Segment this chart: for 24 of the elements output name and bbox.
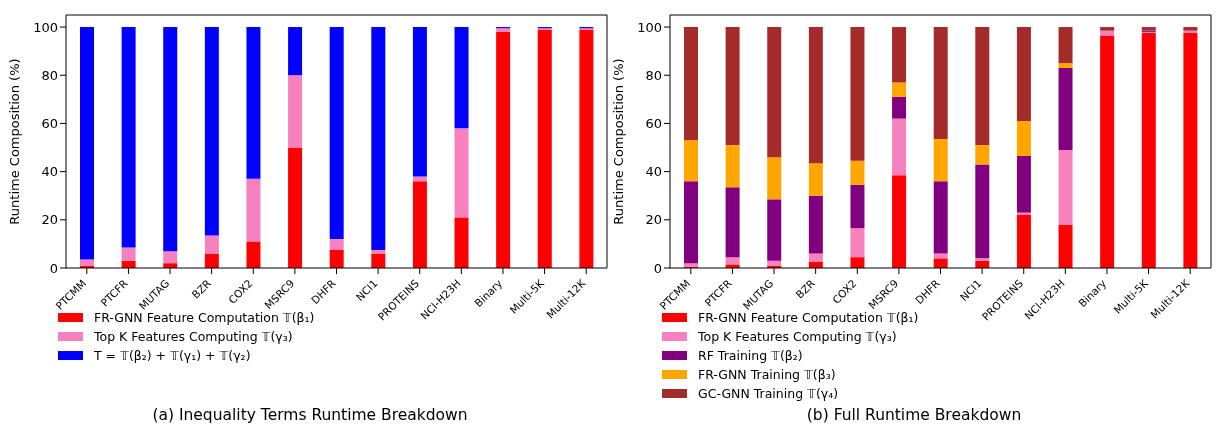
y-tick-label: 20 — [41, 212, 58, 228]
legend-label: FR-GNN Feature Computation 𝕋(β₁) — [698, 310, 919, 327]
y-tick-label: 60 — [41, 116, 58, 132]
y-tick-label: 40 — [645, 164, 662, 180]
y-tick-label: 100 — [33, 19, 58, 35]
y-tick-label: 0 — [49, 260, 58, 276]
legend-label: FR-GNN Feature Computation 𝕋(β₁) — [94, 310, 315, 327]
legend-label: Top K Features Computing 𝕋(γ₃) — [94, 328, 293, 346]
y-tick-label: 60 — [645, 116, 662, 132]
y-tick-label: 80 — [41, 67, 58, 83]
y-tick-label: 40 — [41, 164, 58, 180]
text: (b) Full Runtime Breakdown — [805, 406, 1023, 424]
legend-label: GC-GNN Training 𝕋(γ₄) — [698, 385, 839, 403]
y-tick-label: 20 — [645, 212, 662, 228]
legend-label: Top K Features Computing 𝕋(γ₃) — [698, 328, 897, 346]
y-axis-title: Runtime Composition (%) — [610, 58, 626, 225]
y-tick-label: 80 — [645, 67, 662, 83]
y-axis-title: Runtime Composition (%) — [6, 58, 22, 225]
text: (a) Inequality Terms Runtime Breakdown — [151, 406, 469, 424]
legend-label: FR-GNN Training 𝕋(β₃) — [698, 366, 836, 384]
legend-label: RF Training 𝕋(β₂) — [698, 347, 803, 365]
y-tick-label: 0 — [653, 260, 662, 276]
legend-label: T = 𝕋(β₂) + 𝕋(γ₁) + 𝕋(γ₂) — [94, 347, 251, 365]
y-tick-label: 100 — [637, 19, 662, 35]
